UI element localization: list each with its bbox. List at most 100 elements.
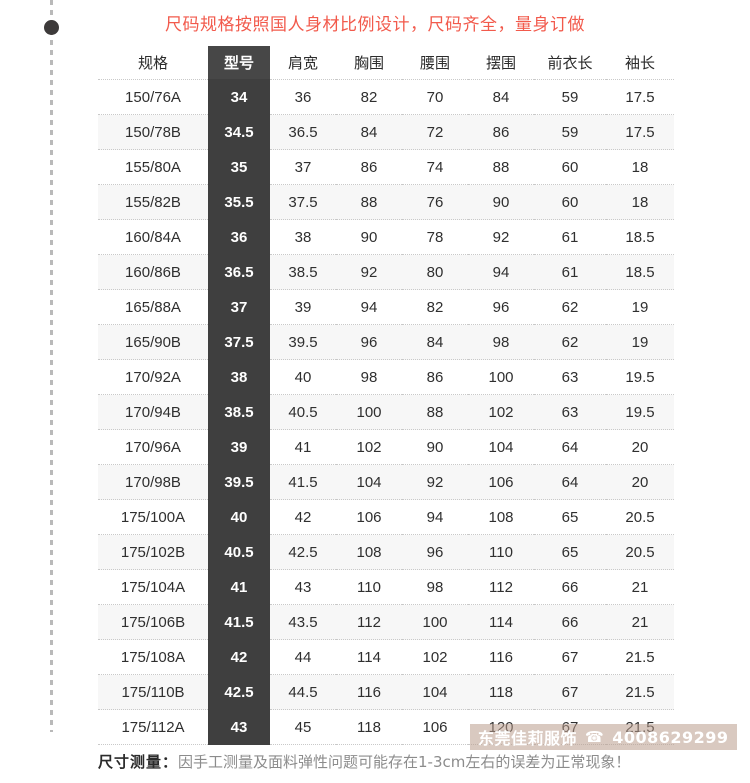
cell-value: 116 — [336, 674, 402, 710]
cell-value: 42.5 — [270, 534, 336, 570]
cell-value: 88 — [468, 149, 534, 185]
cell-value: 160/84A — [98, 219, 208, 255]
cell-model: 41 — [208, 569, 270, 605]
cell-value: 86 — [402, 359, 468, 395]
cell-model: 36 — [208, 219, 270, 255]
cell-value: 82 — [336, 79, 402, 115]
cell-value: 175/106B — [98, 604, 208, 640]
cell-value: 108 — [336, 534, 402, 570]
cell-value: 18 — [606, 149, 674, 185]
cell-value: 20 — [606, 464, 674, 500]
cell-value: 70 — [402, 79, 468, 115]
cell-value: 98 — [402, 569, 468, 605]
table-row: 175/104A 41 43 110 98 112 66 21 — [98, 569, 674, 605]
cell-value: 110 — [468, 534, 534, 570]
cell-value: 64 — [534, 464, 606, 500]
column-header-3: 胸围 — [336, 46, 402, 80]
cell-value: 94 — [468, 254, 534, 290]
cell-value: 43.5 — [270, 604, 336, 640]
cell-value: 20.5 — [606, 534, 674, 570]
cell-value: 88 — [336, 184, 402, 220]
cell-value: 155/82B — [98, 184, 208, 220]
cell-value: 60 — [534, 149, 606, 185]
table-header: 规格 型号 肩宽 胸围 腰围 摆围 前衣长 袖长 — [98, 46, 674, 80]
table-header-row: 规格 型号 肩宽 胸围 腰围 摆围 前衣长 袖长 — [98, 46, 674, 80]
measurement-note-text: 因手工测量及面料弹性问题可能存在1-3cm左右的误差为正常现象！ — [178, 753, 631, 771]
cell-value: 112 — [468, 569, 534, 605]
cell-value: 61 — [534, 254, 606, 290]
cell-value: 110 — [336, 569, 402, 605]
table-row: 175/108A 42 44 114 102 116 67 21.5 — [98, 639, 674, 675]
table-row: 165/90B 37.5 39.5 96 84 98 62 19 — [98, 324, 674, 360]
cell-value: 19.5 — [606, 394, 674, 430]
cell-model: 39 — [208, 429, 270, 465]
cell-value: 40.5 — [270, 394, 336, 430]
cell-value: 61 — [534, 219, 606, 255]
cell-value: 175/110B — [98, 674, 208, 710]
column-header-0: 规格 — [98, 46, 208, 80]
table-row: 150/76A 34 36 82 70 84 59 17.5 — [98, 79, 674, 115]
cell-model: 36.5 — [208, 254, 270, 290]
cell-model: 40.5 — [208, 534, 270, 570]
table-row: 170/98B 39.5 41.5 104 92 106 64 20 — [98, 464, 674, 500]
decorative-dashed-rail — [50, 0, 53, 732]
cell-value: 106 — [468, 464, 534, 500]
cell-value: 62 — [534, 324, 606, 360]
decorative-dot — [44, 20, 59, 35]
cell-model: 38 — [208, 359, 270, 395]
cell-value: 102 — [336, 429, 402, 465]
cell-value: 150/78B — [98, 114, 208, 150]
cell-value: 41 — [270, 429, 336, 465]
cell-value: 21 — [606, 569, 674, 605]
table-row: 155/82B 35.5 37.5 88 76 90 60 18 — [98, 184, 674, 220]
cell-value: 45 — [270, 709, 336, 745]
cell-value: 102 — [468, 394, 534, 430]
cell-model: 41.5 — [208, 604, 270, 640]
shop-watermark: 东莞佳莉服饰 ☎ 4008629299 — [470, 724, 737, 750]
cell-value: 80 — [402, 254, 468, 290]
column-header-4: 腰围 — [402, 46, 468, 80]
cell-value: 100 — [336, 394, 402, 430]
cell-model: 37 — [208, 289, 270, 325]
cell-value: 84 — [468, 79, 534, 115]
cell-value: 150/76A — [98, 79, 208, 115]
cell-value: 92 — [402, 464, 468, 500]
cell-value: 90 — [402, 429, 468, 465]
cell-value: 36 — [270, 79, 336, 115]
cell-value: 90 — [336, 219, 402, 255]
cell-value: 175/104A — [98, 569, 208, 605]
cell-value: 17.5 — [606, 114, 674, 150]
cell-value: 63 — [534, 394, 606, 430]
cell-value: 37 — [270, 149, 336, 185]
shop-phone: 4008629299 — [612, 727, 729, 747]
shop-name: 东莞佳莉服饰 — [478, 729, 578, 748]
table-row: 155/80A 35 37 86 74 88 60 18 — [98, 149, 674, 185]
cell-value: 43 — [270, 569, 336, 605]
cell-value: 37.5 — [270, 184, 336, 220]
cell-value: 114 — [336, 639, 402, 675]
cell-model: 42 — [208, 639, 270, 675]
cell-model: 43 — [208, 709, 270, 745]
table-row: 175/110B 42.5 44.5 116 104 118 67 21.5 — [98, 674, 674, 710]
cell-value: 175/102B — [98, 534, 208, 570]
cell-value: 64 — [534, 429, 606, 465]
cell-value: 41.5 — [270, 464, 336, 500]
column-header-5: 摆围 — [468, 46, 534, 80]
cell-value: 63 — [534, 359, 606, 395]
table-row: 160/84A 36 38 90 78 92 61 18.5 — [98, 219, 674, 255]
table-body: 150/76A 34 36 82 70 84 59 17.5 150/78B 34.5 36.5 84… — [98, 79, 674, 745]
table-row: 175/106B 41.5 43.5 112 100 114 66 21 — [98, 604, 674, 640]
cell-value: 20 — [606, 429, 674, 465]
cell-value: 155/80A — [98, 149, 208, 185]
table-row: 170/94B 38.5 40.5 100 88 102 63 19.5 — [98, 394, 674, 430]
table-row: 150/78B 34.5 36.5 84 72 86 59 17.5 — [98, 114, 674, 150]
cell-model: 34.5 — [208, 114, 270, 150]
cell-value: 175/108A — [98, 639, 208, 675]
cell-value: 84 — [402, 324, 468, 360]
cell-value: 106 — [402, 709, 468, 745]
cell-value: 98 — [336, 359, 402, 395]
cell-value: 94 — [402, 499, 468, 535]
cell-value: 96 — [336, 324, 402, 360]
cell-value: 118 — [468, 674, 534, 710]
cell-value: 104 — [468, 429, 534, 465]
